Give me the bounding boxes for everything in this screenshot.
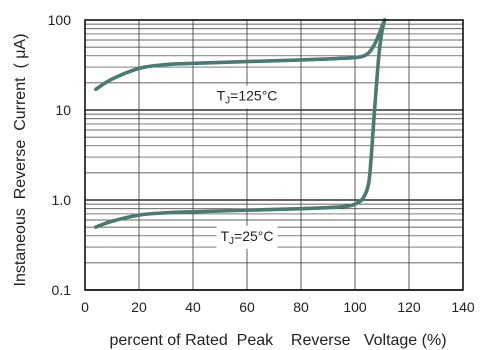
y-tick-labels: 0.1 1.0 10 100: [48, 12, 72, 298]
annotation-part: T: [220, 228, 229, 244]
series-annotations: TJ=125°CTJ=25°C: [212, 85, 282, 249]
annotation-background: [216, 225, 278, 249]
x-tick-label: 20: [131, 299, 147, 315]
y-tick-label: 0.1: [52, 282, 72, 298]
series-annotation-tj-25c: TJ=25°C: [216, 225, 278, 249]
x-tick-label: 120: [397, 299, 421, 315]
x-tick-label: 140: [451, 299, 475, 315]
annotation-background: [212, 85, 282, 109]
x-axis-title: percent of Rated Peak Reverse Voltage (%…: [109, 332, 446, 349]
annotation-text: TJ=25°C: [220, 228, 273, 247]
x-tick-label: 0: [81, 299, 89, 315]
plot-frame: [84, 19, 464, 291]
x-tick-labels: 0 20 40 60 80 100 120 140: [81, 299, 475, 315]
annotation-text: TJ=125°C: [217, 87, 278, 106]
y-tick-label: 1.0: [52, 192, 72, 208]
annotation-subscript: J: [225, 95, 230, 106]
y-tick-label: 100: [48, 12, 72, 28]
y-axis-title: Instaneous Reverse Current ( μA): [12, 34, 29, 287]
annotation-part: =125°C: [230, 87, 277, 103]
annotation-subscript: J: [229, 236, 234, 247]
series-line-tj-125c: [94, 18, 387, 92]
annotation-part: T: [217, 87, 226, 103]
series-layer: [94, 18, 387, 229]
annotation-part: =25°C: [234, 228, 273, 244]
x-tick-label: 100: [343, 299, 367, 315]
series-line-tj-25c: [94, 18, 387, 229]
x-tick-label: 80: [293, 299, 309, 315]
series-annotation-tj-125c: TJ=125°C: [212, 85, 282, 109]
y-tick-label: 10: [55, 102, 71, 118]
x-tick-label: 60: [239, 299, 255, 315]
x-tick-label: 40: [185, 299, 201, 315]
